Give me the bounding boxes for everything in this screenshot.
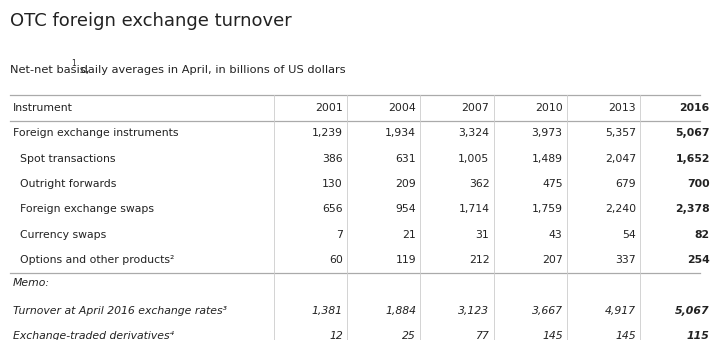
Text: 2,378: 2,378	[675, 204, 710, 214]
Text: Net-net basis,: Net-net basis,	[10, 65, 89, 74]
Text: 656: 656	[323, 204, 343, 214]
Text: 212: 212	[468, 255, 489, 265]
Text: 2004: 2004	[389, 103, 417, 113]
Text: 25: 25	[402, 331, 417, 340]
Text: 1,005: 1,005	[458, 154, 489, 164]
Text: 3,324: 3,324	[459, 129, 489, 138]
Text: Turnover at April 2016 exchange rates³: Turnover at April 2016 exchange rates³	[13, 306, 226, 316]
Text: 5,357: 5,357	[605, 129, 636, 138]
Text: Foreign exchange instruments: Foreign exchange instruments	[13, 129, 178, 138]
Text: 1,759: 1,759	[532, 204, 562, 214]
Text: 31: 31	[476, 230, 489, 240]
Text: 5,067: 5,067	[675, 306, 710, 316]
Text: 3,123: 3,123	[459, 306, 489, 316]
Text: Foreign exchange swaps: Foreign exchange swaps	[13, 204, 154, 214]
Text: 254: 254	[687, 255, 710, 265]
Text: 2007: 2007	[461, 103, 489, 113]
Text: 475: 475	[542, 179, 562, 189]
Text: 60: 60	[329, 255, 343, 265]
Text: 119: 119	[396, 255, 417, 265]
Text: 1,489: 1,489	[532, 154, 562, 164]
Text: 679: 679	[615, 179, 636, 189]
Text: 145: 145	[542, 331, 562, 340]
Text: 954: 954	[396, 204, 417, 214]
Text: 3,667: 3,667	[532, 306, 562, 316]
Text: 3,973: 3,973	[532, 129, 562, 138]
Text: 82: 82	[695, 230, 710, 240]
Text: 5,067: 5,067	[675, 129, 710, 138]
Text: 115: 115	[687, 331, 710, 340]
Text: 2010: 2010	[535, 103, 562, 113]
Text: Exchange-traded derivatives⁴: Exchange-traded derivatives⁴	[13, 331, 174, 340]
Text: 2016: 2016	[679, 103, 710, 113]
Text: 130: 130	[322, 179, 343, 189]
Text: 43: 43	[549, 230, 562, 240]
Text: daily averages in April, in billions of US dollars: daily averages in April, in billions of …	[78, 65, 346, 74]
Text: Memo:: Memo:	[13, 278, 50, 288]
Text: 386: 386	[323, 154, 343, 164]
Text: 207: 207	[542, 255, 562, 265]
Text: 631: 631	[396, 154, 417, 164]
Text: 362: 362	[468, 179, 489, 189]
Text: Currency swaps: Currency swaps	[13, 230, 106, 240]
Text: 2013: 2013	[608, 103, 636, 113]
Text: Options and other products²: Options and other products²	[13, 255, 174, 265]
Text: 4,917: 4,917	[605, 306, 636, 316]
Text: 1,714: 1,714	[459, 204, 489, 214]
Text: 2001: 2001	[315, 103, 343, 113]
Text: 1,652: 1,652	[675, 154, 710, 164]
Text: Instrument: Instrument	[13, 103, 73, 113]
Text: Spot transactions: Spot transactions	[13, 154, 115, 164]
Text: 54: 54	[622, 230, 636, 240]
Text: 21: 21	[402, 230, 417, 240]
Text: 1,934: 1,934	[385, 129, 417, 138]
Text: 1,381: 1,381	[312, 306, 343, 316]
Text: 1,884: 1,884	[385, 306, 417, 316]
Text: Outright forwards: Outright forwards	[13, 179, 116, 189]
Text: 12: 12	[329, 331, 343, 340]
Text: 337: 337	[615, 255, 636, 265]
Text: 77: 77	[476, 331, 489, 340]
Text: 700: 700	[687, 179, 710, 189]
Text: 1: 1	[71, 59, 76, 68]
Text: OTC foreign exchange turnover: OTC foreign exchange turnover	[10, 12, 292, 30]
Text: 145: 145	[615, 331, 636, 340]
Text: 7: 7	[336, 230, 343, 240]
Text: 1,239: 1,239	[312, 129, 343, 138]
Text: 209: 209	[395, 179, 417, 189]
Text: 2,240: 2,240	[604, 204, 636, 214]
Text: 2,047: 2,047	[604, 154, 636, 164]
